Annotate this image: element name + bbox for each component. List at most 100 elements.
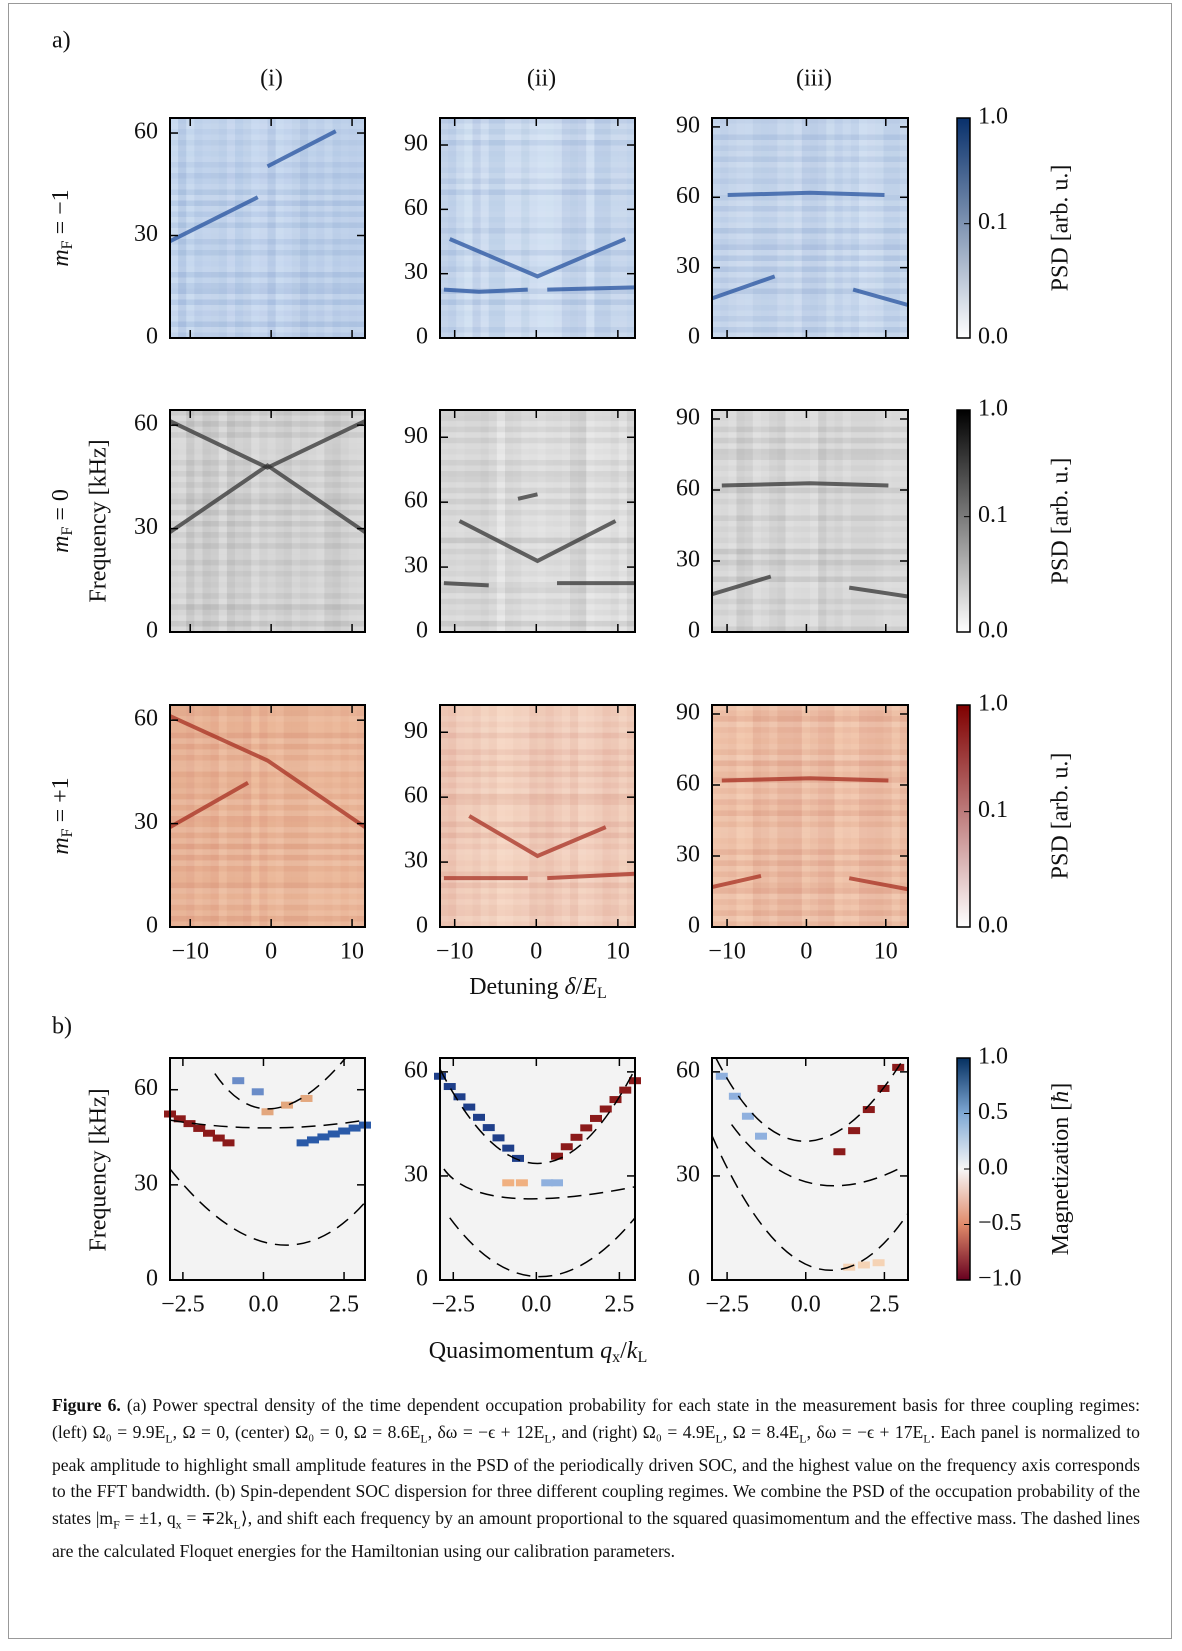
label-symbol: q [600, 1338, 612, 1364]
heatmap-stripe [712, 615, 908, 621]
dispersion-pixel [327, 1130, 340, 1138]
heatmap-stripe [736, 410, 745, 632]
dispersion-pixel [580, 1124, 593, 1132]
heatmap-stripe [170, 743, 365, 750]
heatmap-stripe [712, 621, 908, 627]
heatmap-stripe [291, 705, 300, 927]
dispersion-pixel [741, 1112, 754, 1120]
colorbar-tick-label: −1.0 [978, 1266, 1022, 1292]
x-tick-label: −10 [171, 939, 209, 965]
heatmap-stripe [712, 437, 908, 444]
x-tick-label: −10 [436, 939, 474, 965]
heatmap-stripe [867, 410, 876, 632]
heatmap-stripe [170, 327, 365, 333]
dispersion-pixel [590, 1114, 602, 1122]
dispersion-pixel [251, 1088, 264, 1096]
heatmap-stripe [170, 716, 365, 722]
colorbar-label: PSD [arb. u.] [1048, 458, 1074, 585]
heatmap-stripe [194, 705, 203, 927]
y-tick-label: 60 [404, 783, 428, 809]
heatmap-stripe [170, 711, 365, 717]
floquet-curve [443, 1168, 636, 1200]
heatmap-stripe [712, 721, 908, 728]
heatmap-stripe [440, 783, 635, 789]
dispersion-pixel [261, 1108, 274, 1116]
heatmap-stripe [712, 459, 908, 466]
heatmap-stripe [720, 705, 729, 927]
heatmap-stripe [170, 454, 365, 460]
heatmap-stripe [472, 410, 481, 632]
heatmap-stripe [170, 294, 365, 300]
heatmap-stripe [440, 129, 635, 135]
heatmap-stripe [578, 410, 587, 632]
label-text: Magnetization [ [1048, 1103, 1074, 1256]
heatmap-stripe [472, 705, 481, 927]
dispersion-pixel [560, 1143, 573, 1151]
x-tick-label: 0.0 [521, 1292, 551, 1318]
y-tick-label: 30 [134, 1170, 158, 1196]
y-tick-label: 30 [404, 259, 428, 285]
heatmap-stripe [594, 705, 603, 927]
heatmap-stripe [464, 410, 473, 632]
heatmap-stripe [712, 134, 908, 140]
heatmap-stripe [283, 410, 292, 632]
heatmap-stripe [170, 526, 365, 533]
heatmap-stripe [712, 799, 908, 805]
heatmap-stripe [712, 871, 908, 878]
heatmap-stripe [712, 156, 908, 162]
heatmap-stripe [777, 410, 786, 632]
heatmap-stripe [170, 482, 365, 488]
heatmap-stripe [626, 705, 635, 927]
dispersion-pixel [482, 1124, 495, 1132]
heatmap-stripe [456, 118, 465, 338]
heatmap-stripe [712, 860, 908, 866]
heatmap-stripe [170, 222, 365, 228]
heatmap-stripe [712, 327, 908, 333]
heatmap-stripe [170, 760, 365, 767]
axes-frame [169, 704, 366, 928]
heatmap-stripe [440, 173, 635, 179]
heatmap-stripe [883, 705, 892, 927]
label-text: / [576, 974, 583, 1000]
heatmap-stripe [440, 910, 635, 916]
floquet-curve [214, 1057, 347, 1110]
heatmap-stripe [440, 598, 635, 605]
heatmap-stripe [712, 509, 908, 516]
heatmap-stripe [283, 705, 292, 927]
axes-frame [439, 117, 636, 339]
heatmap-stripe [170, 793, 365, 800]
heatmap-stripe [712, 162, 908, 168]
heatmap-stripe [712, 129, 908, 135]
heatmap-bg [170, 410, 365, 632]
heatmap-stripe [488, 410, 497, 632]
dispersion-pixel [232, 1077, 245, 1085]
heatmap-stripe [170, 532, 365, 538]
dispersion-pixel [183, 1120, 196, 1128]
heatmap-stripe [440, 459, 635, 466]
heatmap-stripe [899, 118, 908, 338]
x-axis-label: Quasimomentum qx​/kL​ [429, 1338, 647, 1366]
heatmap-stripe [170, 278, 365, 284]
label-symbol: m [48, 249, 74, 266]
floquet-curve [711, 1135, 909, 1271]
heatmap-stripe [720, 410, 729, 632]
heatmap-bg [170, 118, 365, 338]
heatmap-stripe [267, 705, 276, 927]
colorbar-tick-label: 0.1 [978, 797, 1008, 823]
column-title: (i) [260, 66, 283, 92]
heatmap-stripe [170, 200, 365, 206]
caption-text: , Ω = 0, (center) Ω₀ = 0, Ω = 8.6E [172, 1421, 421, 1442]
heatmap-stripe [712, 239, 908, 245]
axes-frame [439, 409, 636, 633]
heatmap-stripe [712, 211, 908, 217]
heatmap-stripe [712, 827, 908, 833]
y-tick-label: 0 [146, 913, 158, 939]
heatmap-stripe [440, 327, 635, 333]
heatmap-stripe [356, 705, 365, 927]
heatmap-stripe [712, 716, 908, 722]
heatmap-stripe [472, 118, 481, 338]
heatmap-stripe [712, 532, 908, 538]
label-text: / [620, 1338, 627, 1364]
heatmap-stripe [178, 705, 187, 927]
heatmap-stripe [712, 810, 908, 816]
